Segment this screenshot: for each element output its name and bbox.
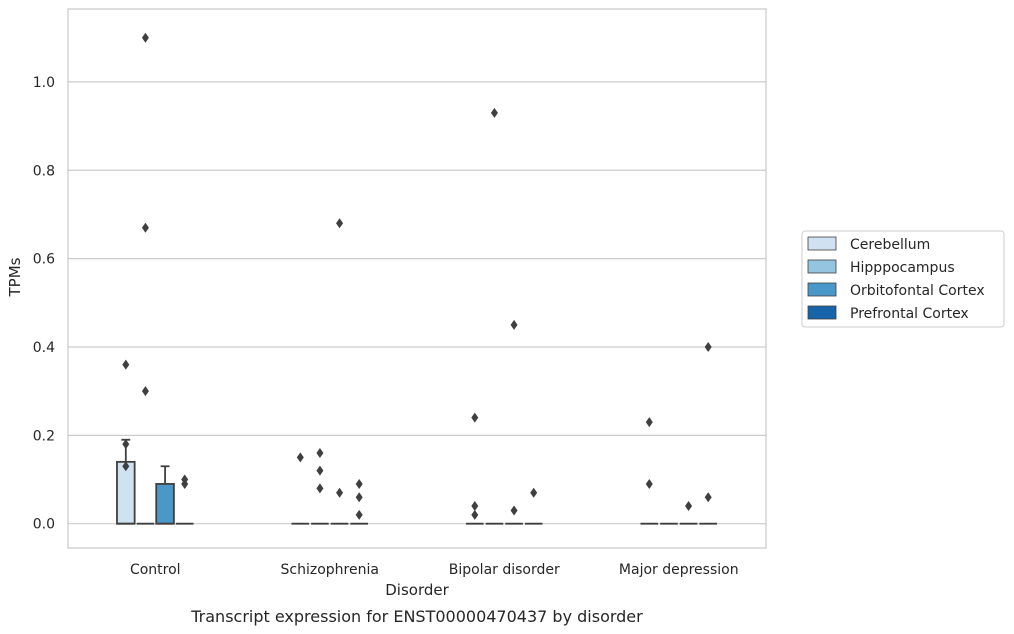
y-axis-label: TPMs [6, 257, 24, 297]
y-tick-label: 0.6 [33, 252, 55, 268]
legend-label-cerebellum: Cerebellum [850, 237, 930, 253]
outlier-point [645, 417, 653, 428]
box-orbitofontal-cortex-control [155, 465, 175, 525]
legend-frame [801, 230, 1005, 328]
y-tick-label: 0.2 [33, 428, 55, 444]
box-body [155, 483, 175, 525]
outlier-point [471, 412, 479, 423]
legend-swatch-prefrontal-cortex [807, 305, 837, 320]
outlier-point [704, 492, 712, 503]
legend-swatch-cerebellum [807, 236, 837, 251]
y-tick-label: 0.4 [33, 340, 55, 356]
legend: Cerebellum Hipppocampus Orbitofontal Corte… [801, 230, 1005, 328]
outlier-point [141, 222, 149, 233]
outlier-point [316, 483, 324, 494]
outlier-point [471, 509, 479, 520]
outlier-point [471, 501, 479, 512]
outlier-point [645, 478, 653, 489]
outlier-point [336, 218, 344, 229]
legend-label-prefrontal-cortex: Prefrontal Cortex [850, 306, 969, 322]
outlier-point [355, 509, 363, 520]
x-axis-label: Disorder [385, 581, 449, 599]
grid-lines [68, 81, 766, 525]
outlier-point [704, 341, 712, 352]
y-tick-label: 0.0 [33, 517, 55, 533]
boxes [116, 438, 718, 525]
y-tick-label: 1.0 [33, 75, 55, 91]
outlier-point [122, 359, 130, 370]
x-tick-label: Major depression [619, 562, 739, 578]
outlier-point [141, 386, 149, 397]
outliers [122, 32, 712, 520]
plot-area-frame [67, 8, 767, 549]
x-tick-label: Control [130, 562, 181, 578]
outlier-point [141, 32, 149, 43]
x-tick-label: Schizophrenia [281, 562, 379, 578]
x-tick-label: Bipolar disorder [449, 562, 560, 578]
legend-swatch-hipppocampus [807, 259, 837, 274]
legend-label-hipppocampus: Hipppocampus [850, 260, 955, 276]
legend-label-orbitofontal-cortex: Orbitofontal Cortex [850, 283, 985, 299]
outlier-point [336, 487, 344, 498]
outlier-point [122, 461, 130, 472]
outlier-point [355, 478, 363, 489]
outlier-point [510, 319, 518, 330]
y-tick-labels: 0.0 0.2 0.4 0.6 0.8 1.0 [33, 75, 55, 533]
outlier-point [316, 465, 324, 476]
legend-swatch-orbitofontal-cortex [807, 282, 837, 297]
outlier-point [685, 501, 693, 512]
outlier-point [316, 448, 324, 459]
box-cerebellum-control [116, 438, 136, 525]
outlier-point [122, 439, 130, 450]
outlier-point [490, 107, 498, 118]
outlier-point [355, 492, 363, 503]
chart-caption: Transcript expression for ENST0000047043… [190, 607, 643, 626]
outlier-point [296, 452, 304, 463]
y-tick-label: 0.8 [33, 163, 55, 179]
x-tick-labels: Control Schizophrenia Bipolar disorder Majo… [130, 562, 739, 578]
outlier-point [181, 478, 189, 489]
outlier-point [530, 487, 538, 498]
outlier-point [510, 505, 518, 516]
